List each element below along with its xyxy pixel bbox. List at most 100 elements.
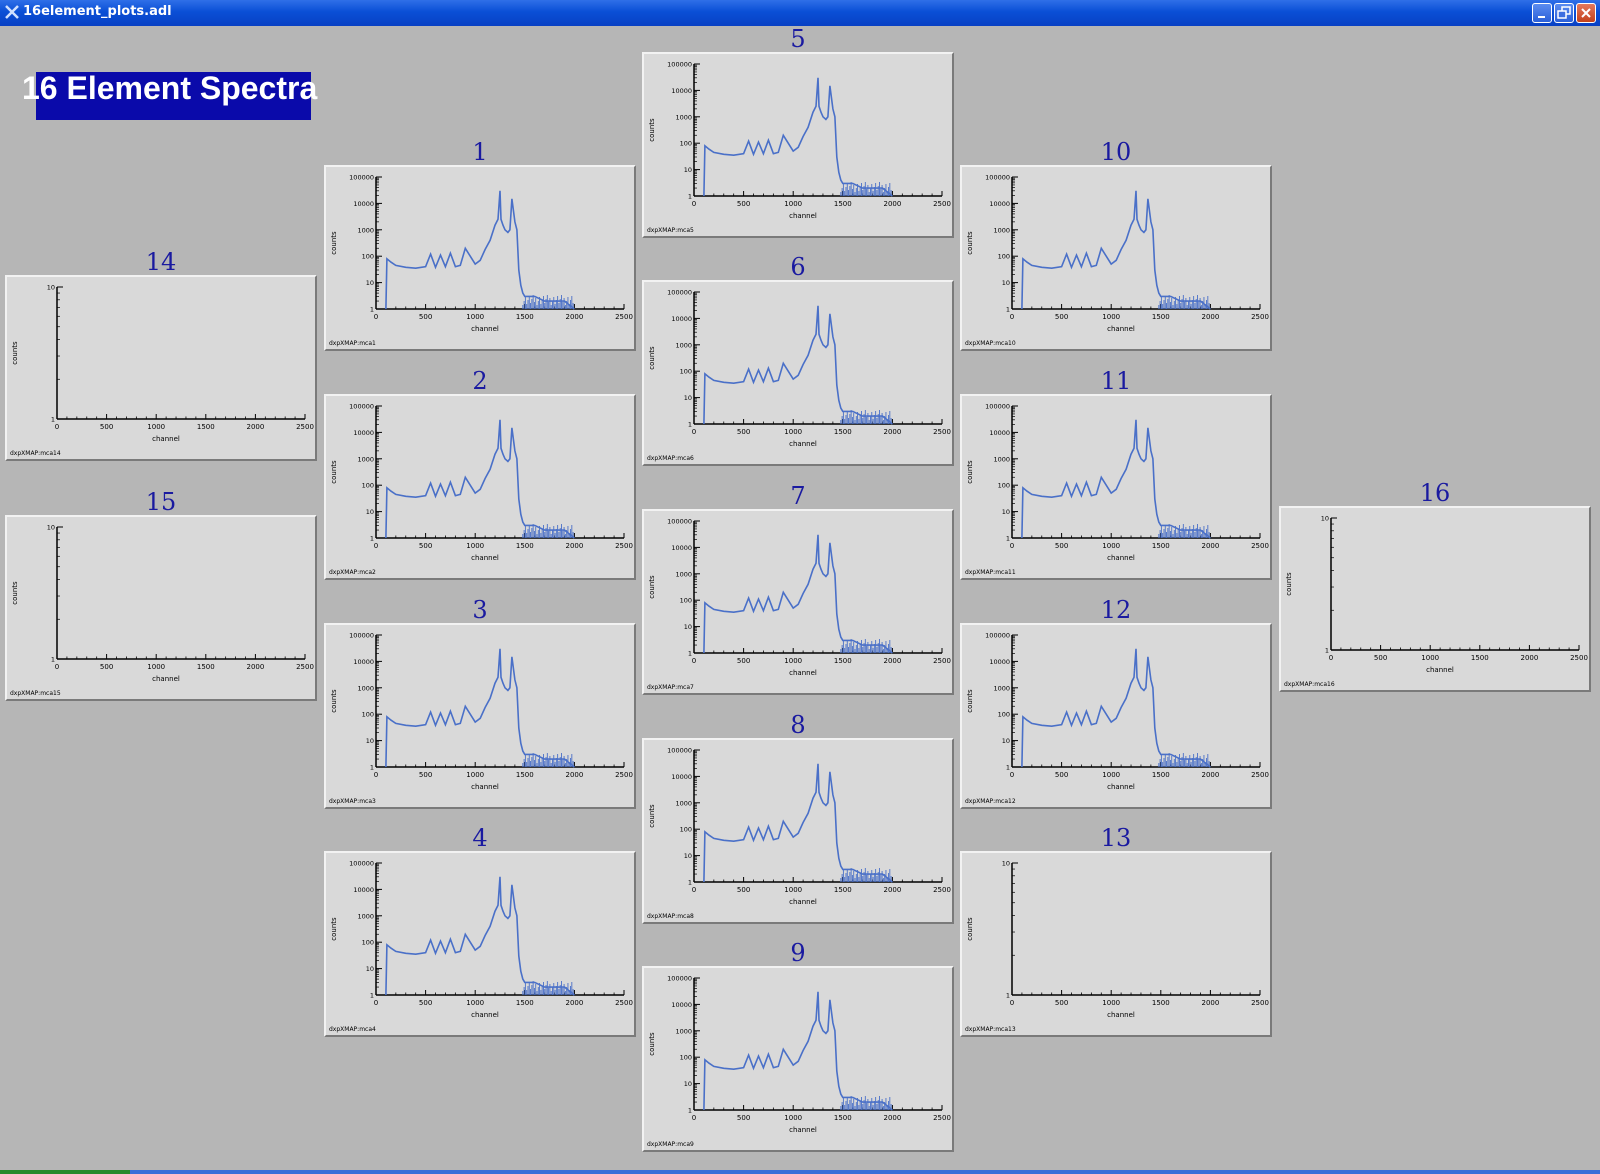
y-tick-label: 10: [1002, 860, 1010, 868]
spectrum-tail: [1158, 295, 1210, 309]
plot-source-label: dxpXMAP:mca11: [965, 569, 1016, 576]
spectrum-plot-14: 0 500 1000 1500 2000 2500 1 10 channel counts dxpX…: [5, 275, 317, 461]
x-tick-label: 2500: [615, 999, 633, 1007]
x-tick-label: 2500: [615, 313, 633, 321]
close-icon: [1581, 8, 1591, 18]
y-tick-label: 1000: [675, 341, 692, 349]
plot-canvas: 0 500 1000 1500 2000 2500 1 10 channel counts: [11, 524, 314, 684]
x-tick-label: 1000: [1421, 654, 1439, 662]
y-tick-label: 100000: [667, 61, 692, 69]
plot-number: 13: [1100, 824, 1132, 852]
maximize-button[interactable]: [1554, 3, 1574, 23]
x-tick-label: 1000: [1102, 771, 1120, 779]
y-tick-label: 10: [366, 965, 374, 973]
y-tick-label: 10000: [353, 658, 374, 666]
plot-canvas: 0 500 1000 1500 2000 2500 1 10 100 1000 10000 10000…: [330, 632, 633, 792]
y-tick-label: 1: [370, 535, 374, 543]
y-tick-label: 1000: [675, 799, 692, 807]
y-tick-label: 100: [998, 482, 1010, 490]
y-tick-label: 100000: [349, 632, 374, 640]
x-tick-label: 1000: [466, 771, 484, 779]
y-tick-label: 10000: [353, 200, 374, 208]
y-tick-label: 100: [362, 253, 374, 261]
plot-canvas: 0 500 1000 1500 2000 2500 1 10 channel counts: [966, 860, 1269, 1020]
y-tick-label: 10: [1002, 737, 1010, 745]
x-tick-label: 500: [737, 428, 750, 436]
plot-source-label: dxpXMAP:mca7: [647, 684, 694, 691]
y-tick-label: 10000: [671, 773, 692, 781]
plot-number: 9: [790, 939, 806, 967]
spectrum-tail: [1158, 524, 1210, 538]
x-tick-label: 500: [737, 200, 750, 208]
x-tick-label: 1500: [516, 999, 534, 1007]
y-tick-label: 10: [684, 166, 692, 174]
spectrum-plot-6: 0 500 1000 1500 2000 2500 1 10 100 1000 10000 10000…: [642, 280, 954, 466]
x-axis-label: channel: [1107, 554, 1135, 562]
x-tick-label: 500: [419, 771, 432, 779]
x-tick-label: 1500: [1152, 542, 1170, 550]
y-tick-label: 100000: [349, 174, 374, 182]
plot-canvas: 0 500 1000 1500 2000 2500 1 10 100 1000 10000 10000…: [966, 632, 1269, 792]
x-tick-label: 1000: [1102, 313, 1120, 321]
plot-source-label: dxpXMAP:mca1: [329, 340, 376, 347]
x-tick-label: 500: [1374, 654, 1387, 662]
x-tick-label: 500: [737, 1114, 750, 1122]
y-tick-label: 100000: [667, 289, 692, 297]
x-tick-label: 2000: [246, 663, 264, 671]
x-axis-label: channel: [152, 675, 180, 683]
spectrum-plot-9: 0 500 1000 1500 2000 2500 1 10 100 1000 10000 10000…: [642, 966, 954, 1152]
x-tick-label: 0: [692, 886, 696, 894]
x-tick-label: 1000: [466, 313, 484, 321]
x-tick-label: 2500: [933, 1114, 951, 1122]
plot-source-label: dxpXMAP:mca16: [1284, 681, 1335, 688]
plot-number: 1: [472, 138, 488, 166]
x-tick-label: 1500: [516, 771, 534, 779]
plot-source-label: dxpXMAP:mca9: [647, 1141, 694, 1148]
plot-canvas: 0 500 1000 1500 2000 2500 1 10 channel counts: [1285, 515, 1588, 675]
y-axis-label: counts: [1285, 572, 1293, 596]
plot-number: 16: [1419, 479, 1451, 507]
y-tick-label: 10000: [671, 1001, 692, 1009]
y-tick-label: 1000: [357, 912, 374, 920]
y-tick-label: 10000: [353, 886, 374, 894]
plot-canvas: 0 500 1000 1500 2000 2500 1 10 100 1000 10000 10000…: [648, 975, 951, 1135]
minimize-button[interactable]: [1532, 3, 1552, 23]
spectrum-trace: [703, 763, 893, 883]
y-tick-label: 1: [51, 416, 55, 424]
y-tick-label: 1000: [993, 684, 1010, 692]
y-axis-label: counts: [648, 346, 656, 370]
y-tick-label: 1000: [357, 684, 374, 692]
x-tick-label: 0: [1329, 654, 1333, 662]
y-tick-label: 100: [998, 253, 1010, 261]
close-button[interactable]: [1576, 3, 1596, 23]
plot-canvas: 0 500 1000 1500 2000 2500 1 10 100 1000 10000 10000…: [966, 403, 1269, 563]
x-tick-label: 1000: [1102, 999, 1120, 1007]
y-tick-label: 1: [688, 879, 692, 887]
banner-background: [36, 72, 311, 120]
y-axis-label: counts: [966, 460, 974, 484]
x-tick-label: 1500: [834, 200, 852, 208]
y-axis-label: counts: [330, 689, 338, 713]
x-tick-label: 2500: [615, 542, 633, 550]
app-icon: [5, 5, 19, 19]
spectrum-tail: [522, 524, 574, 538]
plot-canvas: 0 500 1000 1500 2000 2500 1 10 100 1000 10000 10000…: [330, 860, 633, 1020]
plot-number: 8: [790, 711, 806, 739]
x-tick-label: 1000: [784, 1114, 802, 1122]
x-tick-label: 500: [737, 886, 750, 894]
plot-source-label: dxpXMAP:mca13: [965, 1026, 1016, 1033]
spectrum-plot-13: 0 500 1000 1500 2000 2500 1 10 channel counts dxpX…: [960, 851, 1272, 1037]
x-tick-label: 2000: [883, 428, 901, 436]
y-tick-label: 100000: [349, 403, 374, 411]
spectrum-plot-12: 0 500 1000 1500 2000 2500 1 10 100 1000 10000 10000…: [960, 623, 1272, 809]
x-tick-label: 2500: [1251, 313, 1269, 321]
spectrum-plot-11: 0 500 1000 1500 2000 2500 1 10 100 1000 10000 10000…: [960, 394, 1272, 580]
y-tick-label: 10: [1002, 279, 1010, 287]
plot-source-label: dxpXMAP:mca12: [965, 798, 1016, 805]
y-tick-label: 10: [1321, 515, 1329, 523]
x-tick-label: 2500: [933, 428, 951, 436]
y-tick-label: 100000: [349, 860, 374, 868]
x-axis-label: channel: [789, 669, 817, 677]
y-tick-label: 10000: [671, 315, 692, 323]
x-tick-label: 1000: [784, 657, 802, 665]
